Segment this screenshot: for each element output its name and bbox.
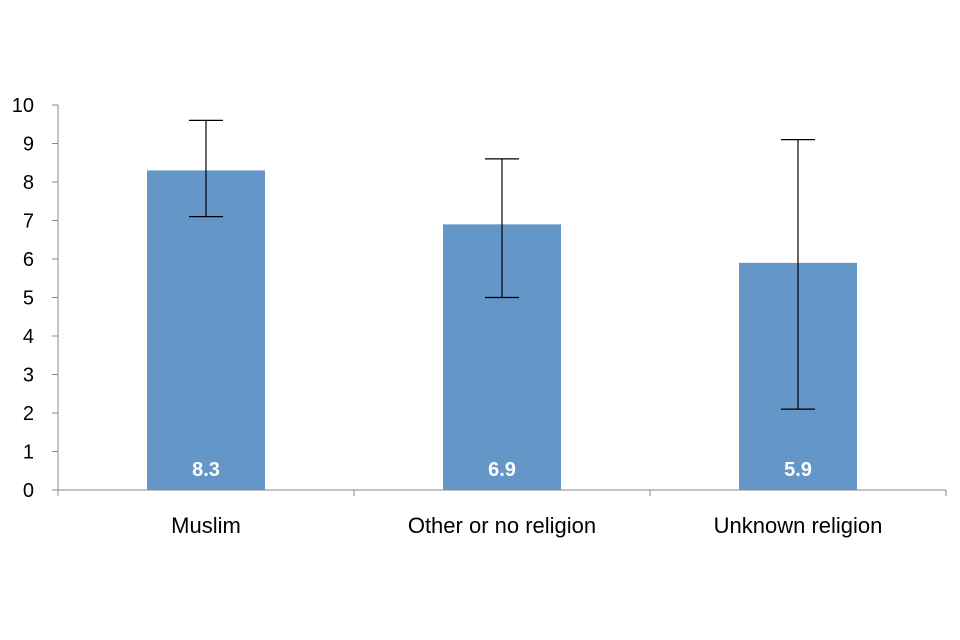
y-tick-label: 10	[12, 95, 34, 117]
x-category-label: Unknown religion	[714, 513, 883, 538]
bar-muslim	[147, 170, 265, 490]
y-tick-label: 2	[23, 403, 34, 425]
y-tick-label: 7	[23, 211, 34, 233]
y-tick-label: 5	[23, 288, 34, 310]
y-tick-label: 6	[23, 249, 34, 271]
data-label: 5.9	[784, 459, 812, 481]
data-label: 6.9	[488, 459, 516, 481]
y-tick-label: 9	[23, 134, 34, 156]
error-bars	[189, 119, 815, 410]
y-tick-label: 3	[23, 365, 34, 387]
x-category-label: Muslim	[171, 513, 241, 538]
y-tick-label: 4	[23, 326, 34, 348]
y-tick-label: 8	[23, 172, 34, 194]
data-labels: 8.3 6.9 5.9	[192, 459, 812, 481]
axes	[57, 105, 947, 496]
y-tick-label: 0	[23, 480, 34, 502]
x-axis-labels: Muslim Other or no religion Unknown religi…	[171, 513, 882, 538]
y-tick-label: 1	[23, 442, 34, 464]
data-label: 8.3	[192, 459, 220, 481]
x-category-label: Other or no religion	[408, 513, 596, 538]
y-axis-ticks: 0 1 2 3 4 5 6 7 8 9 10	[12, 95, 58, 502]
